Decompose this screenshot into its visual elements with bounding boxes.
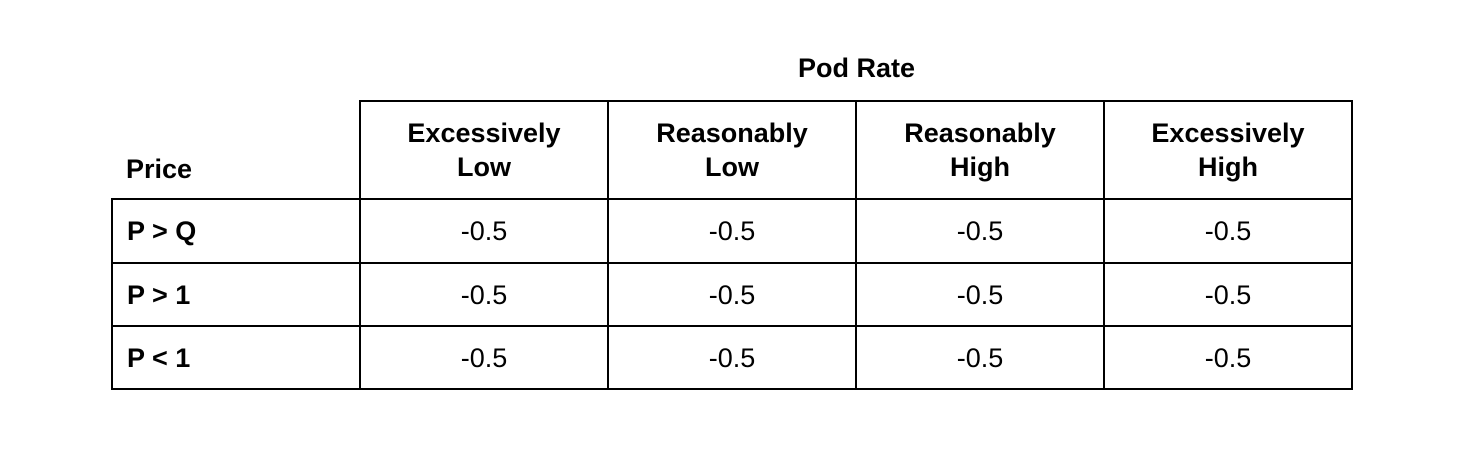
table-cell: -0.5	[1204, 342, 1252, 373]
table-cell: -0.5	[708, 279, 756, 310]
column-header-reasonably-high: Reasonably High	[904, 118, 1056, 182]
row-header-p-gt-1: P > 1	[127, 279, 191, 310]
grid-line-bottom	[111, 388, 1353, 390]
table-cell: -0.5	[956, 279, 1004, 310]
column-group-header: Pod Rate	[797, 53, 916, 83]
grid-line-left	[111, 198, 113, 390]
grid-line-right	[1351, 100, 1353, 390]
table-cell: -0.5	[460, 342, 508, 373]
grid-line-row-2	[111, 325, 1353, 327]
row-header-label: Price	[126, 154, 193, 184]
row-header-p-gt-q: P > Q	[127, 216, 197, 246]
row-header-p-lt-1: P < 1	[127, 342, 191, 373]
grid-line-col-1	[607, 100, 609, 390]
table-cell: -0.5	[1204, 279, 1252, 310]
table-cell: -0.5	[956, 216, 1004, 246]
grid-line-header-bottom	[111, 198, 1353, 200]
column-header-excessively-high: Excessively High	[1151, 118, 1305, 182]
table-cell: -0.5	[708, 342, 756, 373]
grid-line-col-0	[359, 100, 361, 390]
grid-line-row-1	[111, 262, 1353, 264]
table-cell: -0.5	[460, 279, 508, 310]
grid-line-col-3	[1103, 100, 1105, 390]
table-cell: -0.5	[708, 216, 756, 246]
table-cell: -0.5	[460, 216, 508, 246]
column-header-reasonably-low: Reasonably Low	[656, 118, 808, 182]
table-cell: -0.5	[956, 342, 1004, 373]
grid-line-col-2	[855, 100, 857, 390]
table-cell: -0.5	[1204, 216, 1252, 246]
column-header-excessively-low: Excessively Low	[407, 118, 561, 182]
